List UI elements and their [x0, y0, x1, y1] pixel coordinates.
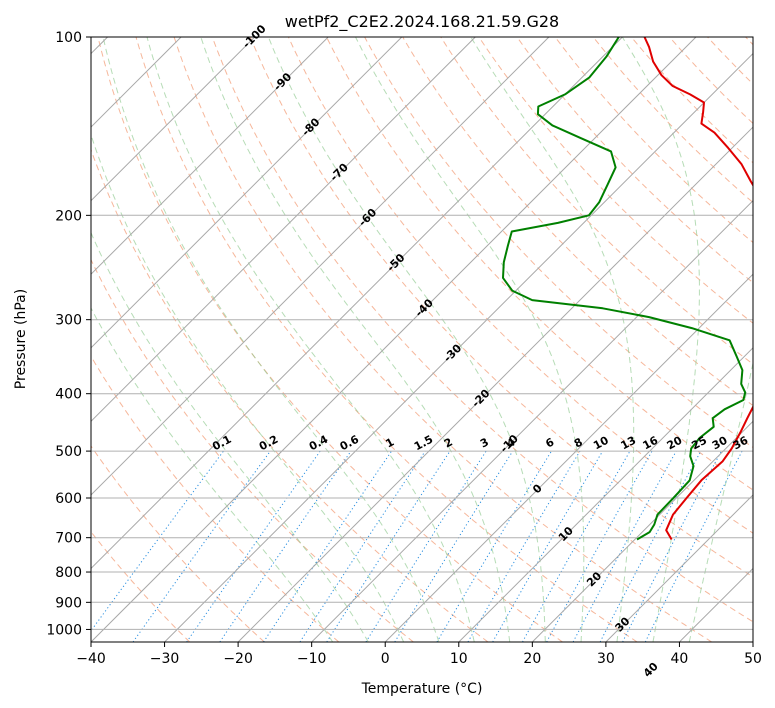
dewpoint-profile-line: [502, 37, 747, 541]
x-tick-label: 10: [450, 651, 468, 667]
dry-adiabat-line: [97, 37, 563, 642]
mixing-ratio-line: [91, 450, 224, 632]
chart-title: wetPf2_C2E2.2024.168.21.59.G28: [285, 12, 559, 32]
mixing-ratio-line: [546, 450, 653, 642]
mixing-ratio-line: [622, 450, 722, 642]
isotherm-line: [311, 199, 753, 642]
y-tick-label: 100: [55, 30, 82, 46]
series-lines: [502, 37, 753, 541]
moist-adiabat-line: [102, 37, 440, 642]
x-tick-label: −10: [297, 651, 327, 667]
mixing-ratio-line: [522, 450, 631, 642]
y-tick-label: 400: [55, 387, 82, 403]
mixing-ratio-label: 36: [731, 434, 751, 453]
isotherm-line: [91, 37, 623, 570]
moist-adiabat-line: [355, 37, 585, 642]
dry-adiabat-line: [91, 258, 414, 642]
isotherm-line: [91, 37, 550, 496]
mixing-ratio-line: [436, 450, 552, 642]
isotherm-line: [91, 37, 403, 349]
isotherm-line: [605, 494, 753, 642]
mixing-ratio-line: [365, 450, 487, 642]
x-tick-label: 50: [744, 651, 762, 667]
axes: −40 −30 −20 −10 0 10 20 30 40 50 100 200 300 400 500 60…: [46, 30, 762, 667]
y-tick-label: 800: [55, 565, 82, 581]
isotherm-line: [91, 37, 256, 202]
dry-adiabat-line: [326, 37, 753, 491]
mixing-ratio-line: [132, 450, 271, 642]
moist-adiabat-line: [91, 133, 405, 642]
mixing-ratio-line: [467, 450, 581, 642]
y-axis-label: Pressure (hPa): [13, 289, 29, 389]
y-tick-label: 700: [55, 531, 82, 547]
dry-adiabat-line: [249, 37, 753, 578]
moist-adiabat-line: [200, 37, 511, 642]
mixing-ratio-label: 16: [641, 434, 661, 453]
y-tick-label: 900: [55, 595, 82, 611]
mixing-ratio-line: [599, 450, 702, 642]
moist-adiabat-line: [91, 231, 369, 642]
x-axis-label: Temperature (°C): [361, 681, 483, 697]
isotherm-line: [458, 347, 753, 642]
background-lines: [91, 37, 753, 642]
y-tick-label: 1000: [46, 622, 82, 638]
mixing-ratio-line: [492, 450, 604, 642]
dry-adiabat-line: [211, 37, 753, 623]
dry-adiabat-line: [173, 37, 713, 642]
dry-adiabat-line: [287, 37, 753, 534]
moist-adiabat-line: [91, 307, 334, 642]
isotherm-line: [91, 37, 476, 423]
y-tick-label: 600: [55, 491, 82, 507]
isotherm-line: [91, 37, 329, 275]
x-tick-label: −30: [150, 651, 180, 667]
x-tick-label: −20: [223, 651, 253, 667]
plot-frame: [90, 36, 754, 643]
mixing-ratio-line: [186, 450, 321, 642]
mixing-ratio-label: 25: [689, 434, 709, 453]
mixing-ratio-line: [219, 450, 352, 642]
plot-area: [91, 37, 753, 642]
mixing-ratio-line: [572, 450, 677, 642]
moist-adiabat-line: [688, 360, 753, 642]
y-tick-label: 500: [55, 444, 82, 460]
y-tick-label: 200: [55, 208, 82, 224]
moist-adiabat-line: [621, 37, 700, 642]
isotherm-line: [164, 52, 753, 642]
x-tick-label: 0: [381, 651, 390, 667]
isotherm-line: [237, 126, 753, 642]
moist-adiabat-line: [470, 37, 635, 642]
temperature-profile-line: [643, 37, 753, 541]
mixing-ratio-label: 30: [710, 434, 730, 453]
isotherm-line: [531, 420, 753, 642]
y-tick-label: 300: [55, 313, 82, 329]
isotherm-line: [91, 37, 697, 642]
x-tick-label: −40: [76, 651, 106, 667]
moist-adiabat-line: [146, 37, 475, 642]
mixing-ratio-label: 10: [591, 434, 611, 453]
x-tick-label: 40: [671, 651, 689, 667]
dry-adiabat-line: [135, 37, 638, 642]
mixing-ratio-label: 20: [665, 434, 685, 453]
isotherm-line: [384, 273, 753, 642]
mixing-ratio-line: [326, 450, 451, 642]
x-tick-label: 30: [597, 651, 615, 667]
moist-adiabat-line: [267, 37, 546, 642]
x-tick-label: 20: [523, 651, 541, 667]
dry-adiabat-line: [91, 445, 265, 642]
mixing-ratio-label: 13: [619, 434, 639, 453]
